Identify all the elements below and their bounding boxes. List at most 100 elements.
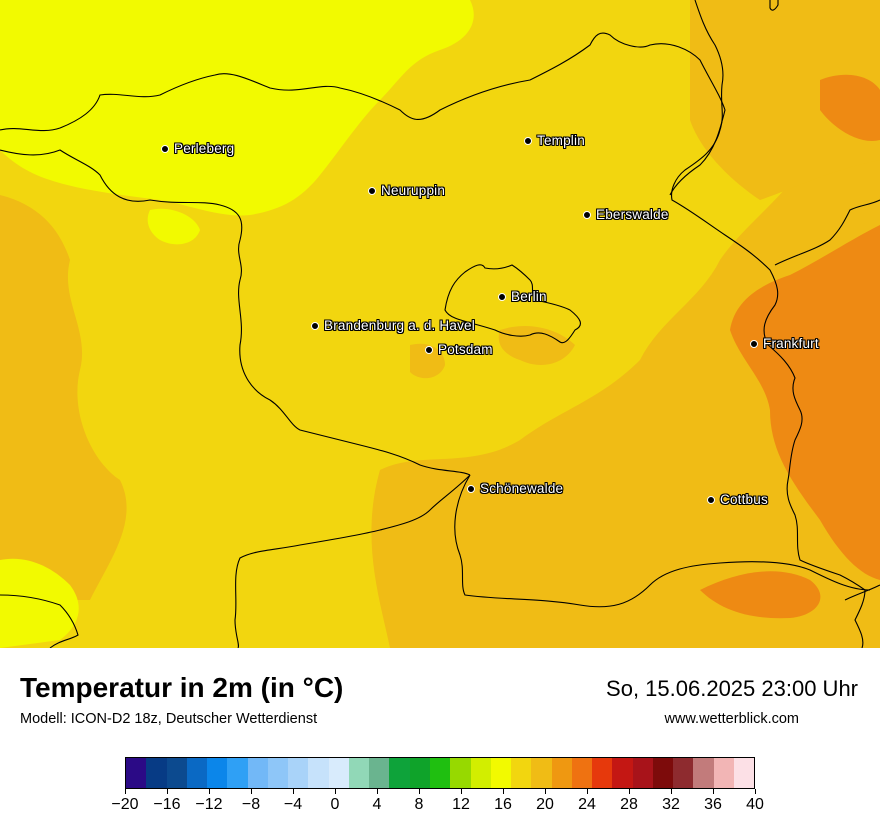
colorbar-tick-label: −16 [153, 796, 181, 813]
colorbar-tick [754, 789, 756, 794]
state-border-se [844, 584, 880, 601]
map-region-amber [371, 150, 880, 648]
colorbar-segment [186, 758, 208, 788]
city-label: Frankfurt [763, 336, 819, 351]
city-label: Perleberg [174, 141, 235, 156]
state-border-south-brandenburg [454, 474, 871, 608]
city-eberswalde: Eberswalde [583, 207, 669, 222]
colorbar-segment [612, 758, 633, 788]
colorbar-segment [713, 758, 734, 788]
colorbar-tick-label: 28 [620, 796, 638, 813]
city-neuruppin: Neuruppin [368, 183, 445, 198]
colorbar-segment [551, 758, 572, 788]
colorbar-tick-label: 12 [452, 796, 470, 813]
colorbar-tick-label: −20 [111, 796, 139, 813]
colorbar-segment [227, 758, 248, 788]
colorbar-segment [531, 758, 552, 788]
map-region-yellow [0, 0, 474, 216]
colorbar-segment [247, 758, 268, 788]
temperature-colorbar [125, 757, 755, 789]
colorbar-segment [288, 758, 309, 788]
colorbar-tick [376, 789, 378, 794]
colorbar-segment [571, 758, 593, 788]
city-dot-icon [583, 210, 591, 219]
berlin-border [444, 264, 581, 344]
state-border-southwest [234, 474, 471, 648]
map-title: Temperatur in 2m (in °C) [20, 672, 344, 703]
colorbar-segment [146, 758, 167, 788]
colorbar-segment [389, 758, 410, 788]
model-source: Modell: ICON-D2 18z, Deutscher Wetterdie… [20, 711, 318, 727]
city-dot-icon [368, 186, 376, 195]
colorbar-tick-label: 8 [414, 796, 424, 813]
colorbar-segment [490, 758, 512, 788]
colorbar-tick-label: 24 [578, 796, 596, 813]
colorbar-segment [632, 758, 653, 788]
map-region-amber [410, 343, 445, 379]
colorbar-segment [126, 758, 147, 788]
country-border-east [774, 199, 880, 266]
city-potsdam: Potsdam [425, 342, 493, 357]
city-cottbus: Cottbus [707, 492, 768, 507]
city-label: Potsdam [438, 342, 493, 357]
city-perleberg: Perleberg [161, 141, 234, 156]
colorbar-segment [733, 758, 755, 788]
city-dot-icon [524, 136, 532, 145]
colorbar-tick [712, 789, 714, 794]
colorbar-segment [429, 758, 451, 788]
colorbar-segment [348, 758, 370, 788]
colorbar-tick-label: 40 [746, 796, 764, 813]
colorbar-segment [592, 758, 613, 788]
city-dot-icon [498, 292, 506, 301]
valid-datetime: So, 15.06.2025 23:00 Uhr [606, 676, 858, 701]
colorbar-tick [544, 789, 546, 794]
state-border-east-small [769, 0, 779, 11]
state-border-south [0, 594, 79, 648]
colorbar-tick [334, 789, 336, 794]
state-borders [0, 0, 880, 648]
temperature-map [0, 0, 880, 648]
colorbar-segment [207, 758, 228, 788]
city-dot-icon [467, 484, 475, 493]
city-label: Schönewalde [480, 481, 564, 496]
map-region-amber [0, 195, 127, 600]
city-label: Brandenburg a. d. Havel [324, 318, 475, 333]
city-templin: Templin [524, 133, 585, 148]
colorbar-tick-label: −8 [241, 796, 261, 813]
city-label: Neuruppin [381, 183, 446, 198]
colorbar-tick [670, 789, 672, 794]
city-dot-icon [425, 345, 433, 354]
colorbar-segment [166, 758, 187, 788]
state-border-north [0, 32, 726, 196]
city-label: Cottbus [720, 492, 768, 507]
colorbar-segment [652, 758, 674, 788]
city-dot-icon [750, 339, 758, 348]
map-region-orange [700, 571, 821, 619]
colorbar-tick [586, 789, 588, 794]
colorbar-segment [409, 758, 430, 788]
city-dot-icon [161, 144, 169, 153]
city-label: Eberswalde [596, 207, 669, 222]
colorbar-segment [369, 758, 390, 788]
map-region-orange [820, 74, 880, 141]
colorbar-tick-label: 32 [662, 796, 680, 813]
colorbar-tick [250, 789, 252, 794]
city-frankfurt: Frankfurt [750, 336, 819, 351]
colorbar-segment [693, 758, 714, 788]
state-border-west [0, 149, 471, 476]
colorbar-tick-label: 20 [536, 796, 554, 813]
map-region-orange [730, 225, 880, 580]
map-region-amber [690, 0, 880, 200]
map-region-yellow [0, 558, 79, 648]
colorbar-segment [267, 758, 289, 788]
colorbar-segment [511, 758, 532, 788]
city-label: Berlin [511, 289, 547, 304]
colorbar-tick [418, 789, 420, 794]
colorbar-tick [502, 789, 504, 794]
colorbar-tick-label: 4 [372, 796, 382, 813]
colorbar-tick [628, 789, 630, 794]
website-link[interactable]: www.wetterblick.com [664, 711, 799, 727]
country-border-poland [671, 0, 866, 648]
map-region-yellow [147, 208, 200, 245]
colorbar-tick-label: 16 [494, 796, 512, 813]
